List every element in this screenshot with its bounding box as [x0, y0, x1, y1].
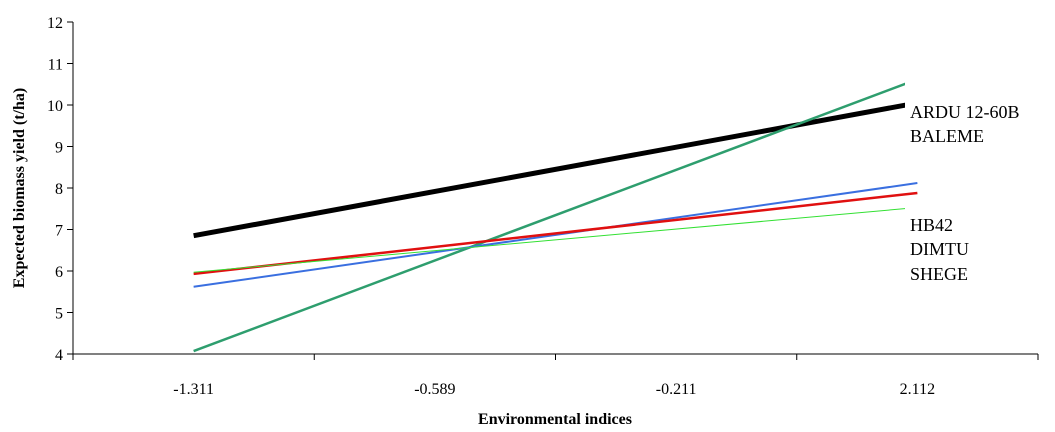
y-tick-label: 12	[47, 15, 63, 32]
y-tick-label: 4	[55, 347, 63, 364]
legend-label-hb42: HB42	[910, 215, 953, 235]
x-tick-label: -1.311	[173, 381, 214, 398]
y-tick-label: 10	[47, 98, 63, 115]
y-tick-label: 5	[55, 306, 63, 323]
series-line-baleme	[193, 78, 918, 353]
x-axis-ticks: -1.311 -0.589 -0.211 2.112	[72, 354, 1039, 398]
legend-label-shege: SHEGE	[910, 264, 968, 284]
x-axis-title: Environmental indices	[478, 411, 632, 428]
y-axis-title: Expected biomass yield (t/ha)	[11, 88, 28, 288]
series-line-shege	[193, 207, 918, 273]
legend-box-bottom	[905, 207, 1055, 287]
series-line-hb42	[193, 182, 918, 288]
x-tick-label: -0.211	[656, 381, 697, 398]
y-axis-ticks: 4 5 6 7 8 9 10 11 12	[47, 15, 73, 364]
series-line-dimtu	[193, 191, 918, 276]
y-tick-label: 9	[55, 140, 63, 157]
y-tick-label: 11	[48, 57, 63, 74]
y-tick-label: 8	[55, 181, 63, 198]
legend-label-ardu: ARDU 12-60B	[910, 102, 1020, 122]
legend-label-dimtu: DIMTU	[910, 239, 969, 259]
series-lines	[193, 78, 918, 353]
legend-label-baleme: BALEME	[910, 126, 984, 146]
y-tick-label: 6	[55, 264, 63, 281]
x-tick-label: -0.589	[414, 381, 455, 398]
y-tick-label: 7	[55, 223, 63, 240]
legend-clip-bottom: HB42 DIMTU SHEGE	[910, 215, 969, 284]
legend-box-top	[905, 72, 1055, 152]
x-tick-label: 2.112	[900, 381, 935, 398]
